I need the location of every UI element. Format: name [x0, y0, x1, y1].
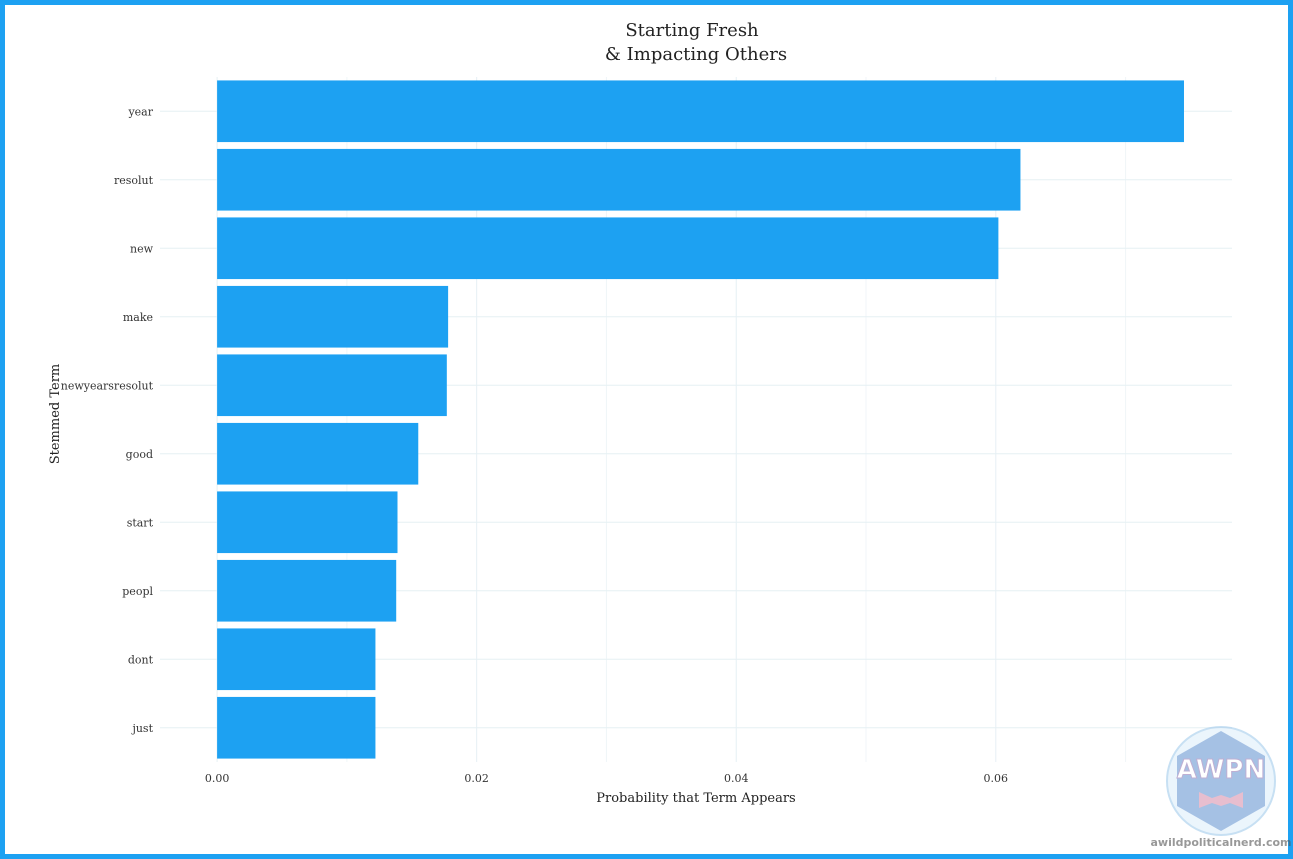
y-tick-label: peopl [122, 585, 153, 598]
x-tick-label: 0.06 [984, 772, 1009, 785]
y-tick-label: newyearsresolut [61, 379, 154, 392]
bars [217, 80, 1184, 758]
y-tick-label: just [130, 722, 153, 735]
bar-make [217, 286, 448, 348]
bar-peopl [217, 560, 396, 622]
watermark-site-text: awildpoliticalnerd.com [1150, 836, 1291, 849]
x-tick-label: 0.00 [205, 772, 230, 785]
bar-resolut [217, 149, 1020, 211]
x-tick-labels: 0.00 0.02 0.04 0.06 [205, 772, 1008, 785]
bar-start [217, 491, 397, 553]
y-tick-label: make [123, 311, 153, 324]
y-tick-label: dont [128, 653, 154, 666]
bar-good [217, 423, 418, 485]
bar-just [217, 697, 375, 759]
y-axis-title: Stemmed Term [48, 364, 63, 465]
x-tick-label: 0.04 [724, 772, 749, 785]
y-tick-label: resolut [114, 174, 154, 187]
bar-new [217, 217, 998, 279]
y-tick-label: year [127, 105, 153, 118]
y-tick-labels: year resolut new make newyearsresolut good sta… [61, 105, 154, 735]
x-tick-label: 0.02 [464, 772, 489, 785]
chart-title-line2: & Impacting Others [605, 44, 787, 65]
bar-year [217, 80, 1184, 142]
chart-title: Starting Fresh [625, 20, 759, 41]
bar-newyearsresolut [217, 354, 447, 416]
awpn-logo: AWPN [1167, 727, 1275, 835]
bar-dont [217, 628, 375, 690]
x-axis-title: Probability that Term Appears [596, 791, 795, 806]
y-tick-label: new [130, 242, 154, 255]
y-tick-label: good [126, 448, 153, 461]
awpn-logo-text: AWPN [1177, 755, 1265, 785]
y-tick-label: start [127, 516, 154, 529]
